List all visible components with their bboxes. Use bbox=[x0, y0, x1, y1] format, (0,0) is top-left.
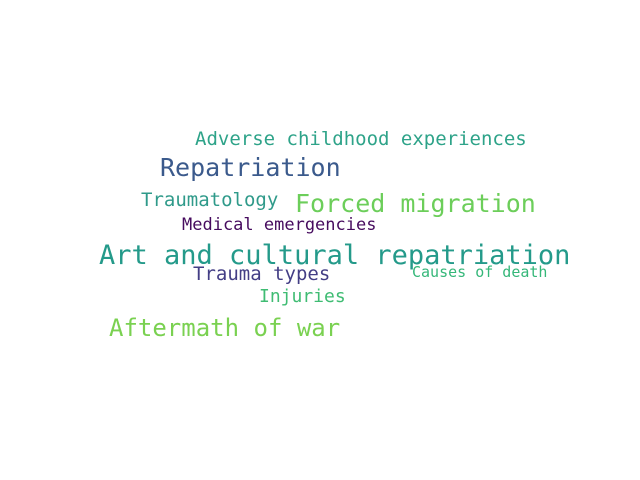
word-causes-of-death: Causes of death bbox=[412, 263, 548, 281]
word-injuries: Injuries bbox=[259, 286, 346, 307]
word-repatriation: Repatriation bbox=[160, 153, 341, 182]
word-medical-emergencies: Medical emergencies bbox=[182, 215, 377, 235]
word-trauma-types: Trauma types bbox=[193, 263, 331, 285]
word-adverse-childhood-experiences: Adverse childhood experiences bbox=[195, 128, 527, 150]
word-forced-migration: Forced migration bbox=[295, 189, 536, 218]
word-aftermath-of-war: Aftermath of war bbox=[109, 314, 341, 342]
word-art-and-cultural-repatriation: Art and cultural repatriation bbox=[99, 240, 571, 271]
word-traumatology: Traumatology bbox=[141, 189, 279, 211]
